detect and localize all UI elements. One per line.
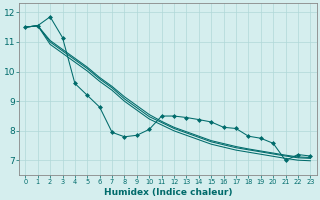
X-axis label: Humidex (Indice chaleur): Humidex (Indice chaleur): [104, 188, 232, 197]
